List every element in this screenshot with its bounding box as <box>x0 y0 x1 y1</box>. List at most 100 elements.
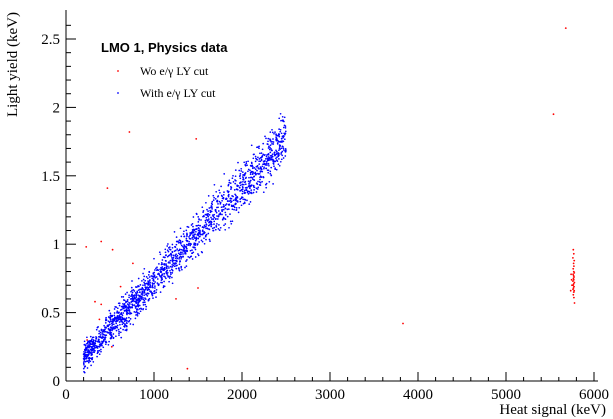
data-point-with-cut <box>124 293 127 295</box>
data-point-with-cut <box>267 156 270 158</box>
data-point-with-cut <box>91 347 94 350</box>
data-point-with-cut <box>144 298 147 300</box>
data-point-with-cut <box>143 301 145 304</box>
data-point-with-cut <box>269 151 272 154</box>
data-point-with-cut <box>246 199 248 202</box>
data-point-with-cut <box>257 167 259 169</box>
data-point-with-cut <box>246 191 249 194</box>
data-point-with-cut <box>163 280 165 283</box>
data-point-with-cut <box>151 294 154 297</box>
data-point-with-cut <box>171 243 174 246</box>
data-point-with-cut <box>187 242 190 245</box>
data-point-with-cut <box>137 301 140 304</box>
data-point-with-cut <box>114 327 117 329</box>
data-point-with-cut <box>180 257 182 260</box>
data-point-wo-cut <box>572 280 574 282</box>
data-point-with-cut <box>261 180 263 183</box>
data-point-with-cut <box>129 298 132 300</box>
data-point-with-cut <box>104 326 107 329</box>
data-point-with-cut <box>241 192 244 195</box>
data-point-with-cut <box>248 176 250 179</box>
data-point-with-cut <box>214 198 217 200</box>
data-point-with-cut <box>222 208 225 211</box>
data-point-with-cut <box>239 177 242 180</box>
data-point-with-cut <box>143 267 146 270</box>
data-point-with-cut <box>217 203 219 205</box>
data-point-with-cut <box>176 254 179 257</box>
data-point-with-cut <box>119 331 122 334</box>
data-point-with-cut <box>252 184 255 187</box>
data-point-with-cut <box>240 167 243 170</box>
data-point-with-cut <box>169 275 172 278</box>
data-point-with-cut <box>111 321 114 323</box>
data-point-with-cut <box>192 231 195 234</box>
data-point-with-cut <box>163 262 166 265</box>
data-point-with-cut <box>272 141 275 143</box>
data-point-with-cut <box>206 208 208 211</box>
data-point-with-cut <box>238 169 241 172</box>
data-point-with-cut <box>168 267 170 269</box>
data-point-with-cut <box>165 277 167 280</box>
data-point-with-cut <box>179 242 182 245</box>
data-point-with-cut <box>269 170 272 173</box>
data-point-with-cut <box>119 316 122 319</box>
data-point-with-cut <box>152 278 155 280</box>
data-point-with-cut <box>241 171 244 173</box>
data-point-with-cut <box>213 220 216 223</box>
data-point-with-cut <box>195 228 198 231</box>
data-point-with-cut <box>163 266 166 269</box>
data-point-with-cut <box>104 340 107 343</box>
data-point-with-cut <box>276 156 278 159</box>
data-point-with-cut <box>247 160 249 163</box>
data-point-with-cut <box>155 288 158 291</box>
data-point-with-cut <box>192 225 194 228</box>
data-point-with-cut <box>136 291 139 294</box>
data-point-with-cut <box>231 208 234 211</box>
data-point-with-cut <box>212 194 215 197</box>
data-point-with-cut <box>120 336 123 339</box>
data-point-with-cut <box>117 316 119 319</box>
data-point-with-cut <box>226 190 229 192</box>
data-point-with-cut <box>198 218 200 220</box>
data-point-with-cut <box>113 317 116 320</box>
data-point-with-cut <box>161 266 164 268</box>
data-point-with-cut <box>92 344 95 347</box>
data-point-with-cut <box>142 284 144 287</box>
data-point-with-cut <box>276 139 279 142</box>
data-point-with-cut <box>166 245 169 247</box>
data-point-with-cut <box>236 185 239 188</box>
data-point-with-cut <box>274 154 276 157</box>
data-point-with-cut <box>116 310 119 313</box>
data-point-with-cut <box>244 186 247 189</box>
data-point-with-cut <box>197 229 200 232</box>
data-point-with-cut <box>125 300 127 303</box>
data-point-with-cut <box>166 255 169 258</box>
data-point-with-cut <box>97 351 99 353</box>
data-point-with-cut <box>216 199 219 202</box>
data-point-wo-cut <box>100 240 103 243</box>
data-point-with-cut <box>108 340 110 343</box>
data-point-with-cut <box>144 288 147 291</box>
data-point-with-cut <box>85 357 88 360</box>
data-point-with-cut <box>210 225 213 228</box>
data-point-with-cut <box>262 160 265 163</box>
data-point-with-cut <box>95 337 98 340</box>
data-point-with-cut <box>143 291 146 294</box>
data-point-with-cut <box>195 230 197 233</box>
data-point-with-cut <box>148 280 151 282</box>
data-point-with-cut <box>277 163 280 166</box>
plot-frame <box>65 10 598 382</box>
data-point-with-cut <box>212 229 215 232</box>
data-point-with-cut <box>93 345 96 348</box>
data-point-with-cut <box>275 139 278 141</box>
data-point-with-cut <box>118 304 121 307</box>
data-point-with-cut <box>126 291 128 294</box>
data-point-with-cut <box>139 291 141 293</box>
data-point-wo-cut <box>86 339 88 341</box>
data-point-with-cut <box>135 314 137 316</box>
data-point-with-cut <box>282 140 285 143</box>
data-point-with-cut <box>270 155 273 157</box>
data-point-with-cut <box>222 193 225 196</box>
data-point-with-cut <box>224 223 227 225</box>
data-point-with-cut <box>258 145 260 148</box>
